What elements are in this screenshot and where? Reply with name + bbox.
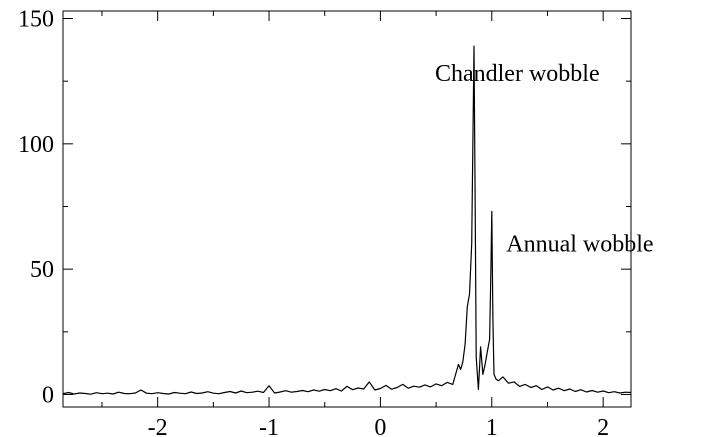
y-tick-labels: 0 50 100 150: [18, 7, 54, 409]
x-tick-label: -2: [148, 415, 168, 437]
y-tick-label: 0: [42, 382, 54, 408]
x-tick-label: -1: [259, 415, 279, 437]
x-tick-labels: -2 -1 0 1 2: [148, 415, 609, 437]
y-tick-label: 50: [30, 257, 54, 283]
x-tick-label: 1: [486, 415, 498, 437]
x-tick-label: 0: [374, 415, 386, 437]
y-tick-label: 150: [18, 7, 54, 33]
y-tick-label: 100: [18, 132, 54, 158]
peak-annotation-label: Annual wobble: [506, 232, 653, 258]
peak-annotation-label: Chandler wobble: [435, 61, 600, 87]
plot-frame: [62, 10, 632, 408]
spectrum-line: [62, 45, 632, 395]
axis-ticks: [63, 11, 631, 407]
peak-annotations: Chandler wobble Annual wobble: [435, 61, 654, 257]
x-tick-label: 2: [597, 415, 609, 437]
